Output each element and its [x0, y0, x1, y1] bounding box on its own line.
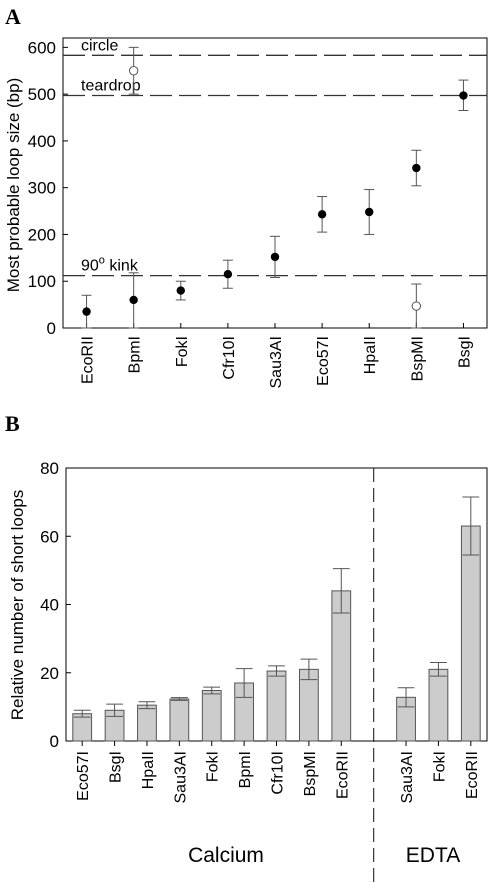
panel-b-ytick-label: 60: [40, 527, 59, 546]
panel-a-ytick-label: 100: [28, 272, 56, 291]
panel-b-chart: 0 20 40 60 80 Eco57I BsgI HpaII Sau3AI FokI BpmI Cf…: [40, 459, 488, 883]
panel-a-category-label: FokI: [174, 336, 191, 367]
panel-a-ylabel: Most probable loop size (bp): [4, 78, 23, 293]
data-point: [412, 163, 421, 173]
panel-a-category-label: BspMI: [409, 336, 426, 381]
data-point-open: [128, 66, 139, 76]
bar: [72, 713, 93, 742]
panel-b-ytick-label: 20: [40, 664, 59, 683]
panel-b-label: B: [5, 411, 20, 436]
panel-a-category-label: EcoRII: [80, 336, 97, 384]
bar: [460, 525, 481, 742]
panel-a-ytick-label: 200: [28, 225, 56, 244]
panel-b-category-label: EcoRII: [464, 751, 481, 799]
panel-b-category-label: EcoRII: [334, 751, 351, 799]
panel-a-ytick-label: 600: [28, 38, 56, 57]
panel-a-category-label: Eco57I: [315, 336, 332, 386]
panel-b-category-label: Sau3AI: [399, 751, 416, 803]
panel-a-category-label: HpaII: [362, 336, 379, 374]
ref-label-sup: o: [99, 255, 105, 267]
panel-b-category-label: Sau3AI: [172, 751, 189, 803]
data-point-open: [411, 301, 422, 311]
panel-a-category-label: BpmI: [127, 336, 144, 373]
panel-b-ytick-label: 0: [50, 732, 59, 751]
bar: [201, 689, 222, 742]
reference-line-label: teardrop: [81, 78, 141, 95]
panel-b-category-label: HpaII: [140, 751, 157, 789]
panel-a-label: A: [5, 4, 21, 29]
data-point: [317, 210, 327, 219]
group-label-calcium: Calcium: [188, 844, 264, 867]
bar: [266, 670, 287, 742]
group-label-edta: EDTA: [406, 844, 460, 867]
panel-a-category-label: Sau3AI: [268, 336, 285, 388]
panel-b-ytick-label: 80: [40, 459, 59, 478]
panel-b-ytick-label: 40: [40, 596, 59, 615]
data-point: [365, 207, 374, 217]
bar: [137, 704, 157, 742]
data-point: [129, 295, 138, 305]
panel-b-category-label: FokI: [205, 751, 222, 782]
bar: [298, 668, 319, 742]
panel-b-category-label: BpmI: [237, 751, 254, 788]
reference-line-label: circle: [81, 37, 118, 54]
panel-b-category-label: FokI: [431, 751, 448, 782]
panel-b-category-label: BspMI: [302, 751, 319, 796]
panel-a-ytick-label: 0: [47, 319, 56, 338]
panel-b-category-label: Cfr10I: [270, 751, 287, 795]
ref-label-base: 90: [81, 258, 99, 275]
data-point: [223, 270, 233, 279]
data-point: [176, 286, 185, 295]
panel-a-ytick-label: 500: [28, 85, 56, 104]
data-point: [82, 307, 91, 316]
bar: [169, 698, 190, 742]
panel-b-category-label: Eco57I: [75, 751, 92, 801]
panel-a-ytick-label: 400: [28, 132, 56, 151]
reference-line-label: 90o kink: [81, 255, 139, 275]
bar: [428, 668, 449, 742]
panel-b-ylabel: Relative number of short loops: [8, 490, 27, 721]
panel-a-category-label: BsgI: [456, 336, 473, 368]
panel-a-chart: 0 100 200 300 400 500 600 EcoRII BpmI FokI Cfr10I S…: [28, 37, 488, 388]
data-point: [459, 91, 468, 100]
data-point: [270, 252, 280, 262]
panel-a-ytick-label: 300: [28, 179, 56, 198]
panel-a-category-label: Cfr10I: [221, 336, 238, 380]
ref-label-rest: kink: [105, 258, 139, 275]
panel-b-category-label: BsgI: [108, 751, 125, 783]
